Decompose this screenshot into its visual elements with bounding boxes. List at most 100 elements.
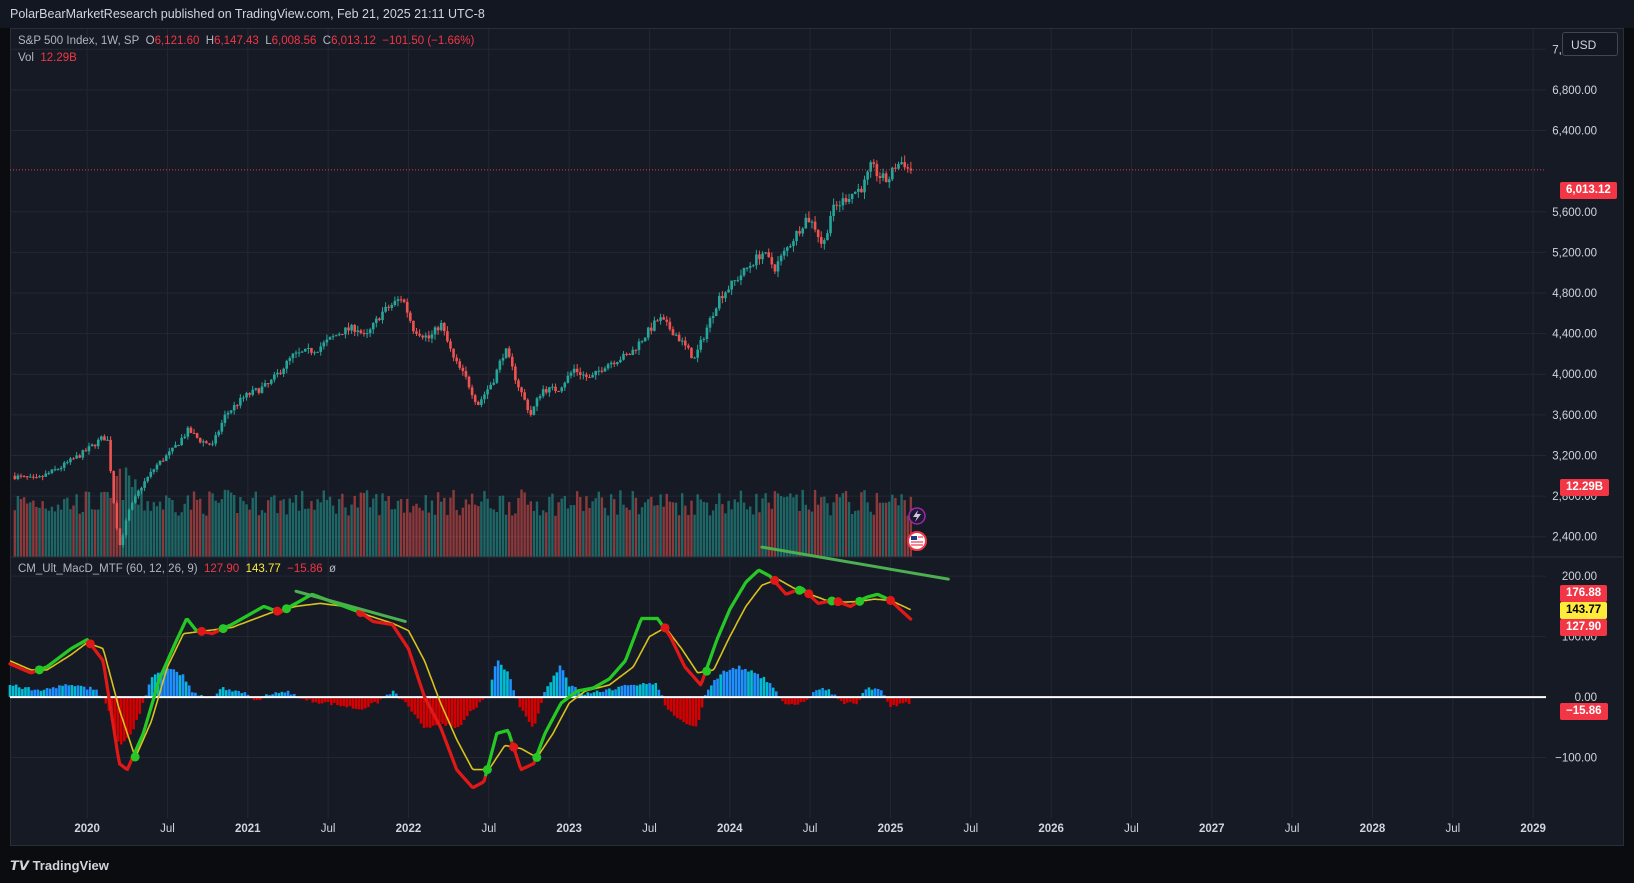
histogram-bar — [632, 684, 636, 698]
volume-bar — [891, 494, 894, 557]
candle-body — [795, 231, 798, 242]
candle-body — [458, 361, 462, 368]
macd-line-segment — [104, 675, 109, 689]
histogram-bar — [92, 689, 95, 698]
volume-bar — [427, 512, 431, 557]
macd-cross-dot — [804, 589, 814, 599]
candle-body — [25, 476, 29, 478]
candle-body — [260, 386, 264, 393]
histogram-bar — [11, 685, 15, 698]
volume-bar — [180, 512, 183, 557]
candle-body — [572, 368, 576, 373]
candle-body — [779, 255, 783, 262]
candle-body — [50, 469, 54, 473]
candle-body — [223, 414, 227, 423]
histogram-bar — [645, 684, 648, 698]
candle-body — [427, 335, 431, 339]
candle-body — [569, 372, 573, 376]
volume-bar — [684, 505, 687, 557]
histogram-bar — [503, 669, 506, 698]
histogram-bar — [237, 691, 240, 698]
histogram-bar — [537, 697, 540, 714]
volume-bar — [600, 497, 604, 557]
volume-bar — [625, 507, 628, 557]
volume-bar — [810, 511, 814, 557]
histogram-bar — [673, 697, 676, 716]
volume-bar — [511, 515, 514, 557]
volume-bars — [13, 467, 913, 557]
volume-bar — [807, 509, 811, 557]
volume-bar — [149, 510, 152, 557]
histogram-bar — [737, 665, 741, 698]
volume-bar — [739, 490, 743, 557]
volume-bar — [418, 507, 421, 557]
high-value: 6,147.43 — [214, 35, 259, 47]
volume-bar — [563, 496, 567, 557]
histogram-bar — [583, 694, 587, 698]
volume-bar — [202, 513, 205, 557]
candle-body — [693, 357, 696, 359]
histogram-bar — [521, 697, 525, 711]
histogram-bar — [669, 697, 673, 712]
change-value: −101.50 (−1.66%) — [382, 35, 475, 47]
volume-bar — [372, 498, 375, 557]
candle-body — [810, 221, 814, 223]
histogram-bar — [364, 697, 367, 709]
currency-button[interactable]: USD — [1562, 32, 1618, 56]
volume-bar — [622, 504, 625, 557]
histogram-bar — [509, 679, 512, 698]
volume-bar — [109, 497, 112, 557]
candle-body — [674, 334, 678, 336]
candle-body — [467, 376, 471, 388]
volume-bar — [748, 506, 752, 557]
candle-body — [189, 427, 193, 433]
time-tick-label: Jul — [803, 823, 818, 835]
histogram-bar — [759, 678, 763, 698]
volume-bar — [103, 491, 106, 557]
histogram-bar — [447, 697, 451, 725]
candle-body — [857, 188, 860, 192]
volume-bar — [452, 490, 455, 557]
volume-bar — [100, 492, 103, 557]
price-tick-label: 6,800.00 — [1552, 85, 1597, 97]
candle-body — [115, 503, 119, 529]
histogram-bar — [39, 690, 43, 698]
volume-bar — [823, 496, 826, 557]
histogram-bar — [552, 675, 556, 698]
histogram-bar — [354, 697, 358, 709]
histogram-bar — [710, 685, 713, 698]
volume-bar — [875, 493, 879, 557]
volume-bar — [72, 505, 75, 557]
volume-bar — [118, 468, 122, 557]
tradingview-logo[interactable]: 𝙏𝙑 TradingView — [10, 858, 109, 874]
histogram-bar — [629, 684, 633, 698]
volume-bar — [492, 509, 495, 557]
volume-bar — [35, 506, 38, 557]
histogram-bar — [194, 692, 197, 698]
histogram-bar — [833, 694, 837, 698]
candle-body — [699, 339, 703, 350]
chart-panel[interactable] — [10, 28, 1624, 846]
candle-body — [529, 410, 533, 415]
candle-body — [183, 436, 187, 439]
histogram-bar — [425, 697, 429, 728]
volume-bar — [47, 510, 51, 557]
histogram-bar — [518, 697, 522, 708]
histogram-bar — [36, 689, 40, 698]
volume-bar — [458, 515, 461, 557]
volume-bar — [307, 508, 310, 557]
macd-line-segment — [114, 744, 120, 759]
histogram-bar — [799, 697, 803, 703]
candle-body — [124, 520, 128, 536]
candle-body — [313, 352, 316, 354]
volume-bar — [338, 498, 341, 557]
histogram-bar — [360, 697, 364, 710]
candle-body — [109, 439, 112, 472]
volume-bar — [606, 515, 610, 557]
volume-bar — [653, 505, 656, 557]
volume-bar — [236, 513, 239, 557]
histogram-bar — [876, 688, 880, 698]
histogram-bar — [200, 695, 203, 698]
volume-bar — [223, 489, 227, 557]
